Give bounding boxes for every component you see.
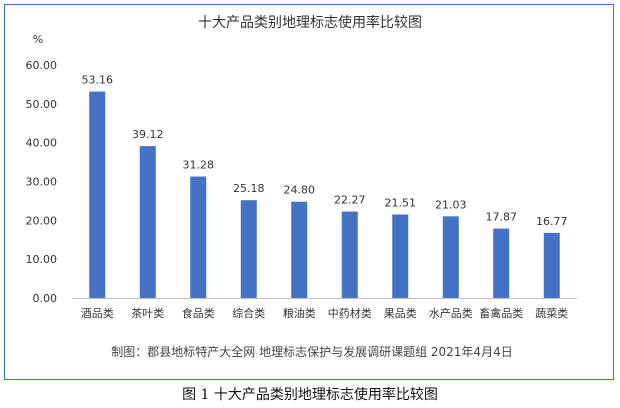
bar xyxy=(341,211,358,298)
x-tick-label: 食品类 xyxy=(182,306,215,320)
bar-value-label: 17.87 xyxy=(486,211,518,224)
x-tick-label: 蔬菜类 xyxy=(535,306,568,320)
bar xyxy=(291,201,308,298)
y-tick-label: 10.00 xyxy=(26,253,58,266)
x-tick-label: 畜禽品类 xyxy=(479,306,523,320)
bar-series xyxy=(89,91,560,298)
bar xyxy=(190,176,207,298)
bar xyxy=(543,232,560,298)
bar-value-label: 39.12 xyxy=(132,128,164,141)
bar xyxy=(89,91,106,298)
y-tick-label: 60.00 xyxy=(26,59,58,72)
bar xyxy=(442,216,459,298)
bar xyxy=(493,228,510,298)
bar-value-label: 16.77 xyxy=(536,215,568,228)
bar-value-label: 53.16 xyxy=(82,74,114,87)
data-labels: 53.16 39.12 31.28 25.18 24.80 22.27 21.51 21.03… xyxy=(82,74,568,228)
bar-value-label: 25.18 xyxy=(233,182,265,195)
bar-value-label: 21.03 xyxy=(435,198,467,211)
bar xyxy=(240,200,257,298)
y-tick-label: 40.00 xyxy=(26,137,58,150)
y-tick-label: 0.00 xyxy=(33,292,58,305)
x-axis: 酒品类 茶叶类 食品类 综合类 粮油类 中药材类 果品类 水产品类 畜禽品类 蔬菜类 xyxy=(72,298,577,320)
bar-value-label: 22.27 xyxy=(334,194,366,207)
bar-value-label: 24.80 xyxy=(284,184,316,197)
x-tick-label: 中药材类 xyxy=(328,306,372,320)
y-tick-label: 30.00 xyxy=(26,176,58,189)
source-note: 制图：郡县地标特产大全网 地理标志保护与发展调研课题组 2021年4月4日 xyxy=(111,344,512,359)
x-tick-label: 酒品类 xyxy=(81,306,114,320)
x-tick-label: 粮油类 xyxy=(283,306,316,320)
bar-value-label: 21.51 xyxy=(385,196,417,209)
bar xyxy=(139,146,156,298)
y-tick-label: 20.00 xyxy=(26,214,58,227)
bar-chart: 十大产品类别地理标志使用率比较图 % 0.00 10.00 20.00 30.00 40… xyxy=(26,14,577,359)
figure-caption: 图 1 十大产品类别地理标志使用率比较图 xyxy=(182,387,438,403)
chart-title: 十大产品类别地理标志使用率比较图 xyxy=(198,14,422,31)
x-tick-label: 水产品类 xyxy=(429,306,473,320)
y-axis: 0.00 10.00 20.00 30.00 40.00 50.00 60.00 xyxy=(26,59,58,305)
x-tick-label: 茶叶类 xyxy=(131,306,164,320)
x-tick-label: 综合类 xyxy=(232,306,265,320)
chart-frame xyxy=(4,4,614,380)
bar-value-label: 31.28 xyxy=(183,159,215,172)
y-tick-label: 50.00 xyxy=(26,98,58,111)
bar xyxy=(392,214,409,298)
y-axis-unit-label: % xyxy=(33,33,43,46)
x-tick-label: 果品类 xyxy=(384,306,417,320)
